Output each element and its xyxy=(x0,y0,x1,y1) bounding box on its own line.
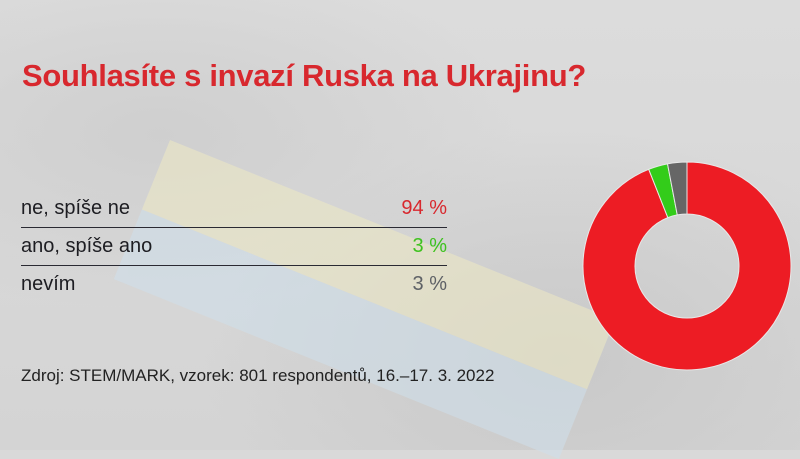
chart-title: Souhlasíte s invazí Ruska na Ukrajinu? xyxy=(22,58,586,93)
donut-slice xyxy=(582,161,792,371)
legend-value: 3 % xyxy=(412,273,447,295)
legend-label: nevím xyxy=(21,273,76,295)
legend-row: nevím 3 % xyxy=(21,266,447,303)
legend-label: ne, spíše ne xyxy=(21,197,130,219)
legend-row: ne, spíše ne 94 % xyxy=(21,190,447,228)
legend-value: 3 % xyxy=(412,235,447,257)
source-note: Zdroj: STEM/MARK, vzorek: 801 respondent… xyxy=(21,366,495,385)
legend-value: 94 % xyxy=(401,197,447,219)
donut-slice xyxy=(666,161,688,216)
donut-chart xyxy=(582,161,792,371)
legend-row: ano, spíše ano 3 % xyxy=(21,228,447,266)
legend-table: ne, spíše ne 94 % ano, spíše ano 3 % nev… xyxy=(21,190,447,303)
legend-label: ano, spíše ano xyxy=(21,235,153,257)
